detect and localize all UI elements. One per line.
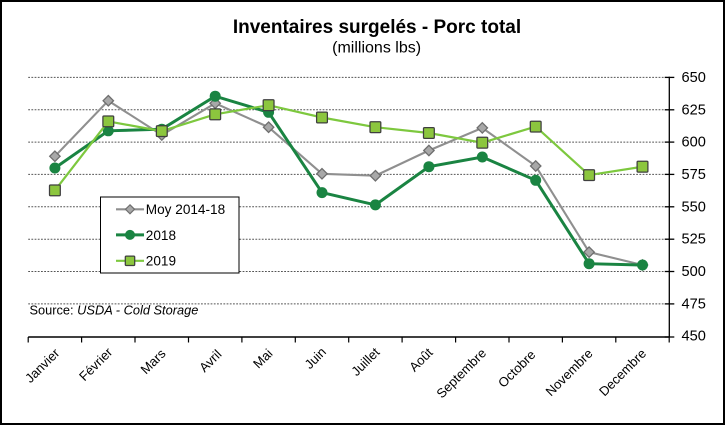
- svg-text:Octobre: Octobre: [495, 347, 538, 390]
- svg-text:Août: Août: [406, 345, 436, 375]
- svg-text:Moy 2014-18: Moy 2014-18: [146, 202, 225, 217]
- svg-text:Source: USDA - Cold Storage: Source: USDA - Cold Storage: [30, 302, 199, 317]
- svg-text:Septembre: Septembre: [433, 345, 489, 401]
- svg-text:650: 650: [682, 70, 706, 86]
- svg-text:2019: 2019: [146, 254, 176, 269]
- svg-text:Février: Février: [76, 344, 116, 384]
- svg-text:525: 525: [682, 232, 706, 248]
- svg-text:475: 475: [682, 296, 706, 312]
- svg-text:Avril: Avril: [196, 347, 224, 375]
- svg-text:Juillet: Juillet: [348, 344, 382, 378]
- svg-text:575: 575: [682, 167, 706, 183]
- svg-text:Novembre: Novembre: [542, 346, 595, 399]
- svg-text:500: 500: [682, 264, 706, 280]
- svg-text:600: 600: [682, 135, 706, 151]
- svg-text:Mai: Mai: [250, 346, 276, 372]
- svg-text:Inventaires surgelés - Porc to: Inventaires surgelés - Porc total: [233, 17, 521, 38]
- svg-text:450: 450: [682, 329, 706, 345]
- svg-text:Decembre: Decembre: [596, 346, 649, 399]
- svg-text:625: 625: [682, 102, 706, 118]
- svg-text:Juin: Juin: [301, 344, 329, 372]
- svg-text:(millions lbs): (millions lbs): [332, 39, 421, 56]
- svg-text:Mars: Mars: [138, 346, 169, 377]
- svg-text:2018: 2018: [146, 228, 176, 243]
- svg-text:550: 550: [682, 199, 706, 215]
- svg-text:Janvier: Janvier: [22, 345, 63, 386]
